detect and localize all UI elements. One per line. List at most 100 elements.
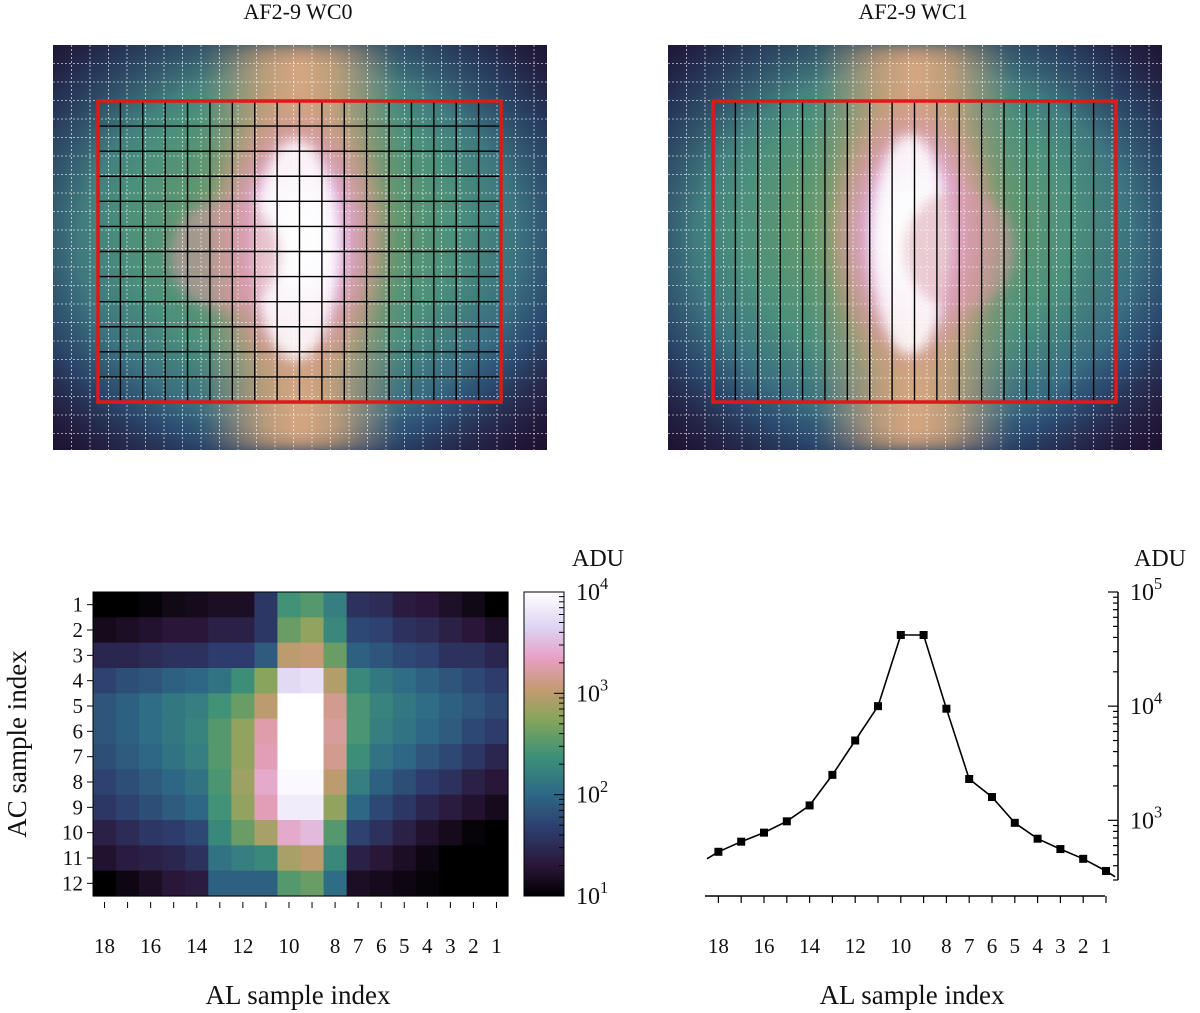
- heatmap-cell: [346, 744, 371, 770]
- x-tick-label: 8: [330, 934, 341, 958]
- heatmap-cell: [461, 744, 486, 770]
- heatmap-cell: [185, 693, 209, 720]
- y-tick-label: 10: [62, 821, 83, 845]
- heatmap-cell: [369, 718, 394, 745]
- line-point: [1033, 834, 1042, 843]
- x-tick-label: 16: [140, 934, 161, 958]
- heatmap-cell: [369, 617, 394, 644]
- heatmap-cell: [116, 870, 140, 897]
- heatmap-cell: [185, 718, 209, 745]
- heatmap-cell: [185, 617, 209, 644]
- heatmap-cell: [254, 794, 279, 821]
- heatmap-cell: [139, 820, 163, 846]
- heatmap-cell: [208, 642, 232, 669]
- bottom-right-line-panel: 103 104 105 18 16 14 12 10 8 7 6 5 4 3 2 1 ADU AL samp…: [705, 546, 1186, 1010]
- heatmap-cell: [208, 794, 232, 821]
- line-point: [919, 631, 928, 640]
- line-x-tick-label: 16: [754, 934, 775, 958]
- heatmap-cell: [185, 769, 209, 796]
- line-x-tick-label: 14: [799, 934, 821, 958]
- heatmap-cell: [369, 870, 394, 897]
- y-tick-label: 1: [73, 593, 84, 617]
- heatmap-cell: [438, 820, 463, 846]
- heatmap-cell: [208, 744, 232, 770]
- y-tick-label: 8: [73, 770, 84, 794]
- heatmap-cell: [162, 668, 186, 694]
- heatmap-cell: [415, 642, 440, 669]
- heatmap-cell: [369, 592, 394, 618]
- heatmap-cell: [254, 617, 279, 644]
- top-left-title: AF2-9 WC0: [244, 0, 353, 24]
- heatmap-cell: [415, 718, 440, 745]
- heatmap-cell: [461, 769, 486, 796]
- line-point: [737, 837, 746, 846]
- x-tick-label: 2: [468, 934, 479, 958]
- heatmap-cell: [461, 820, 486, 846]
- heatmap-cell: [415, 820, 440, 846]
- heatmap-cell: [254, 668, 279, 694]
- x-tick-label: 4: [422, 934, 433, 958]
- heatmap-cell: [346, 642, 371, 669]
- heatmap-cell: [484, 693, 509, 720]
- heatmap-cell: [438, 718, 463, 745]
- heatmap-cell: [185, 744, 209, 770]
- heatmap-cell: [484, 668, 509, 694]
- heatmap-cell: [484, 642, 509, 669]
- heatmap-cell: [208, 845, 232, 872]
- line-point: [828, 770, 837, 779]
- heatmap-cell: [369, 642, 394, 669]
- heatmap-cell: [484, 617, 509, 644]
- heatmap-cell: [415, 617, 440, 644]
- heatmap-cell: [415, 592, 440, 618]
- heatmap-cell: [162, 693, 186, 720]
- heatmap-x-axis-label: AL sample index: [206, 980, 391, 1010]
- heatmap-cell: [139, 794, 163, 821]
- heatmap-cell: [162, 820, 186, 846]
- heatmap-cell: [277, 693, 302, 720]
- heatmap-cell: [231, 820, 255, 846]
- heatmap-cell: [484, 794, 509, 821]
- x-tick-label: 3: [445, 934, 456, 958]
- colorbar-tick-label: 101: [576, 878, 608, 910]
- line-x-tick-label: 6: [987, 934, 998, 958]
- heatmap-cell: [300, 845, 325, 872]
- top-right-window-outline: [711, 99, 1118, 404]
- line-x-tick-label: 8: [941, 934, 952, 958]
- heatmap-cell: [323, 617, 348, 644]
- heatmap-cell: [93, 693, 117, 720]
- x-tick-label: 14: [186, 934, 208, 958]
- heatmap-cell: [438, 642, 463, 669]
- heatmap-cell: [438, 794, 463, 821]
- heatmap-cell: [369, 769, 394, 796]
- x-tick-label: 18: [94, 934, 115, 958]
- heatmap-cell: [484, 744, 509, 770]
- heatmap-cell: [254, 845, 279, 872]
- y-tick-label: 12: [62, 871, 83, 895]
- heatmap-cell: [185, 642, 209, 669]
- heatmap-cell: [277, 668, 302, 694]
- x-tick-label: 7: [353, 934, 364, 958]
- heatmap-cell: [277, 794, 302, 821]
- heatmap-cell: [415, 744, 440, 770]
- heatmap-cell: [277, 845, 302, 872]
- heatmap-cell: [346, 820, 371, 846]
- heatmap-cell: [346, 592, 371, 618]
- heatmap-cell: [438, 744, 463, 770]
- heatmap-cell: [438, 592, 463, 618]
- top-left-window-outline: [96, 99, 503, 404]
- y-tick-label: 3: [73, 643, 84, 667]
- heatmap-cell: [116, 668, 140, 694]
- heatmap-cell: [484, 870, 509, 897]
- heatmap-cell: [438, 845, 463, 872]
- heatmap-cell: [254, 820, 279, 846]
- line-point: [851, 736, 860, 745]
- heatmap-cell: [346, 769, 371, 796]
- y-tick-label: 9: [73, 795, 84, 819]
- heatmap-cell: [231, 592, 255, 618]
- heatmap-cell: [231, 845, 255, 872]
- line-y-axis-label: ADU: [1134, 546, 1186, 572]
- heatmap-cell: [461, 870, 486, 897]
- heatmap-cell: [254, 718, 279, 745]
- heatmap-cell: [162, 744, 186, 770]
- heatmap-cell: [116, 820, 140, 846]
